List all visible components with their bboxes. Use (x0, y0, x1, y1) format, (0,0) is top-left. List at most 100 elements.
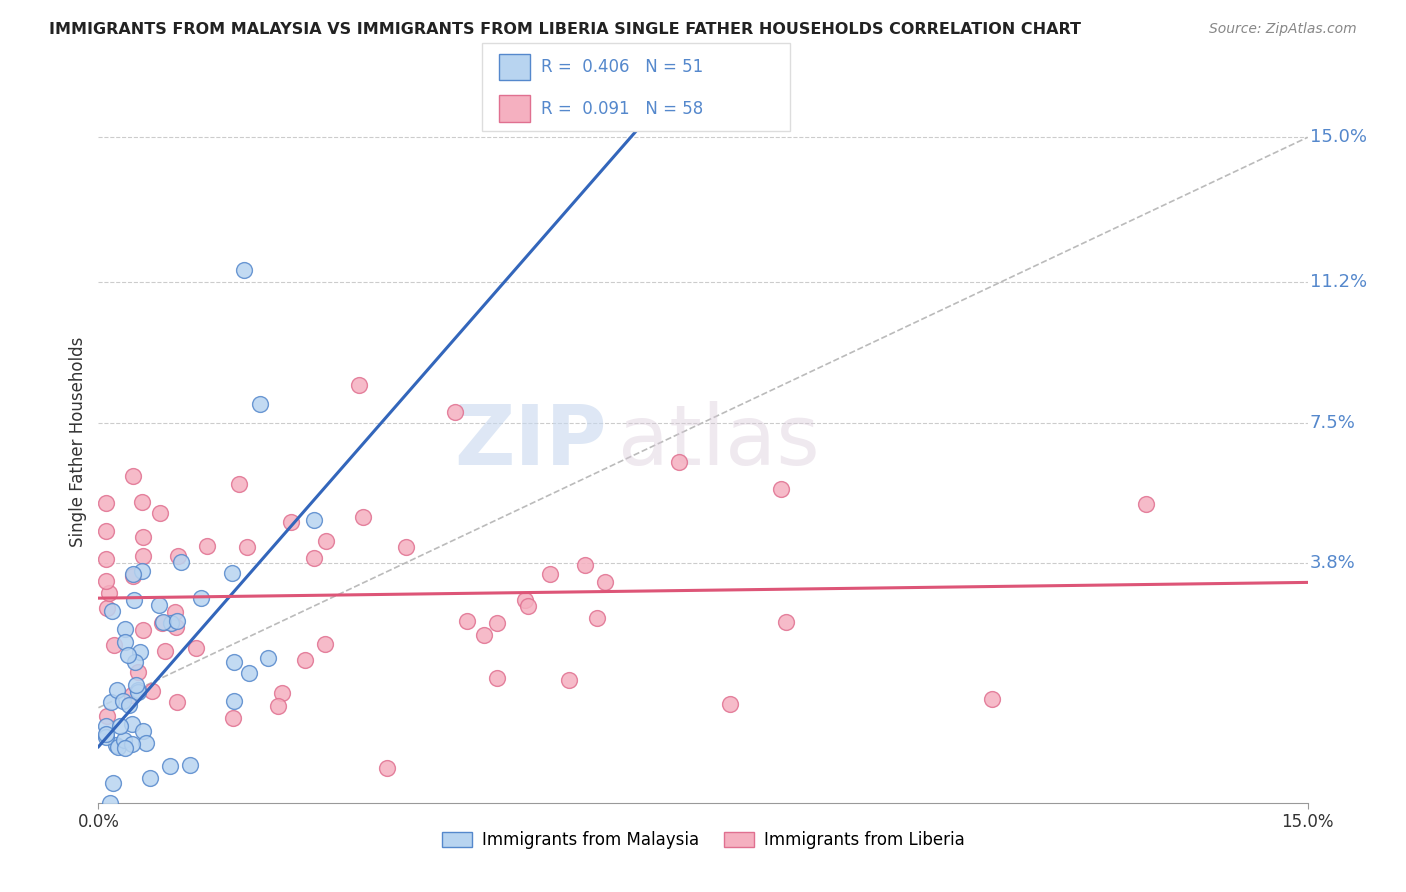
Point (190, 591, 212, 606)
Text: ZIP: ZIP (454, 401, 606, 482)
Point (165, 606, 187, 620)
Point (179, 758, 201, 772)
Text: R =  0.091   N = 58: R = 0.091 N = 58 (541, 100, 703, 118)
Point (472, 628, 495, 642)
Point (375, 762, 398, 776)
Point (122, 567, 145, 582)
Point (114, 741, 136, 756)
Point (304, 550, 326, 565)
Point (118, 698, 141, 712)
Point (516, 599, 538, 614)
Point (139, 771, 162, 785)
Text: 11.2%: 11.2% (1310, 273, 1367, 291)
Point (302, 513, 325, 527)
Point (557, 673, 579, 687)
Point (150, 616, 173, 631)
Point (222, 694, 245, 708)
Point (315, 534, 337, 549)
Point (221, 566, 243, 581)
Point (132, 530, 155, 544)
Point (267, 698, 290, 713)
Point (103, 776, 125, 790)
Text: IMMIGRANTS FROM MALAYSIA VS IMMIGRANTS FROM LIBERIA SINGLE FATHER HOUSEHOLDS COR: IMMIGRANTS FROM MALAYSIA VS IMMIGRANTS F… (49, 22, 1081, 37)
Point (159, 758, 181, 772)
Point (574, 558, 596, 572)
Point (108, 719, 131, 733)
Point (114, 622, 136, 636)
Point (132, 723, 155, 738)
Point (105, 738, 128, 752)
Point (980, 691, 1002, 706)
Text: 3.8%: 3.8% (1310, 554, 1355, 573)
Point (141, 684, 163, 698)
Text: Source: ZipAtlas.com: Source: ZipAtlas.com (1209, 22, 1357, 37)
Point (107, 740, 129, 755)
Point (96, 726, 118, 740)
Point (195, 539, 218, 553)
Point (394, 540, 416, 554)
Point (1135, 497, 1157, 511)
Text: 15.0%: 15.0% (1310, 128, 1367, 146)
Point (222, 711, 245, 725)
Point (280, 515, 302, 529)
Point (101, 604, 124, 618)
Point (96, 731, 118, 745)
Point (170, 555, 193, 569)
Point (718, 697, 741, 711)
Point (117, 648, 139, 663)
Y-axis label: Single Father Households: Single Father Households (69, 336, 87, 547)
Point (232, 263, 254, 277)
Point (149, 856, 172, 871)
Point (125, 678, 148, 692)
Point (271, 686, 294, 700)
Point (135, 736, 157, 750)
Point (149, 506, 172, 520)
Point (96, 601, 118, 615)
Point (538, 567, 561, 582)
Point (121, 716, 143, 731)
Point (121, 737, 143, 751)
Point (127, 665, 149, 679)
Point (228, 477, 250, 491)
Point (585, 611, 607, 625)
Point (160, 615, 183, 630)
Point (129, 645, 152, 659)
Point (96, 871, 118, 886)
Point (122, 569, 145, 583)
Legend: Immigrants from Malaysia, Immigrants from Liberia: Immigrants from Malaysia, Immigrants fro… (434, 824, 972, 856)
Point (668, 455, 690, 469)
Point (112, 732, 135, 747)
Point (294, 653, 316, 667)
Text: atlas: atlas (619, 401, 820, 482)
Point (256, 650, 278, 665)
Point (96, 496, 118, 510)
Point (163, 823, 186, 838)
Point (165, 620, 187, 634)
Point (167, 549, 190, 563)
Point (127, 682, 149, 697)
Point (166, 615, 188, 629)
Point (132, 549, 155, 563)
Point (486, 671, 509, 685)
Point (122, 592, 145, 607)
Point (152, 615, 174, 630)
Point (155, 644, 177, 658)
Text: 7.5%: 7.5% (1310, 414, 1355, 432)
Point (132, 623, 155, 637)
Point (770, 482, 793, 496)
Point (96, 709, 118, 723)
Point (121, 469, 143, 483)
Point (444, 405, 467, 419)
Point (131, 494, 153, 508)
Point (105, 682, 128, 697)
Point (96, 524, 118, 538)
Point (238, 665, 260, 680)
Point (486, 616, 509, 631)
Point (513, 593, 536, 607)
Point (314, 637, 336, 651)
Point (111, 694, 134, 708)
Point (96, 574, 118, 589)
Point (127, 684, 149, 698)
Point (124, 655, 146, 669)
Point (120, 874, 142, 888)
